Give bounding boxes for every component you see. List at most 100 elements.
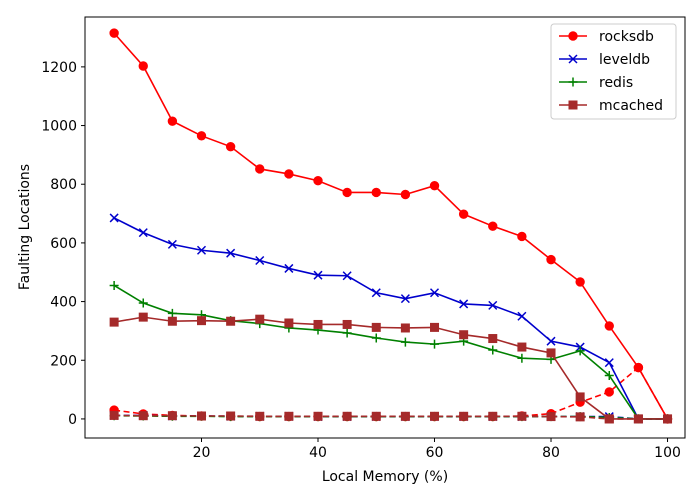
data-point-solid-3-11 <box>430 322 440 332</box>
data-point-solid-3-7 <box>313 319 323 329</box>
data-point-solid-3-17 <box>604 414 614 424</box>
legend-marker-1 <box>568 54 578 64</box>
data-point-solid-1-5 <box>255 255 265 266</box>
x-axis-label: Local Memory (%) <box>322 469 448 485</box>
x-tick-label-80: 80 <box>542 445 560 461</box>
series-solid-3 <box>109 312 673 424</box>
data-point-solid-1-13 <box>488 300 498 310</box>
data-point-solid-1-15 <box>546 336 556 346</box>
data-point-solid-3-0 <box>109 317 119 327</box>
legend-label-3: mcached <box>599 98 663 114</box>
data-point-dashed-3-4 <box>226 411 236 421</box>
data-point-solid-1-2 <box>167 239 177 249</box>
data-point-solid-2-10 <box>400 337 410 347</box>
data-point-solid-1-0 <box>109 213 119 223</box>
data-point-solid-0-5 <box>255 164 265 174</box>
data-point-solid-0-14 <box>517 231 527 242</box>
data-point-solid-3-3 <box>197 316 207 326</box>
data-point-dashed-3-9 <box>371 411 381 421</box>
y-tick-label-1000: 1000 <box>41 119 77 135</box>
x-tick-label-20: 20 <box>193 445 211 461</box>
data-point-solid-3-18 <box>633 414 643 424</box>
series-line-dashed-3 <box>114 414 668 420</box>
data-point-solid-3-19 <box>663 414 673 424</box>
data-point-solid-3-14 <box>517 342 527 352</box>
data-point-solid-0-18 <box>633 362 644 373</box>
data-point-dashed-3-15 <box>546 412 556 422</box>
data-point-solid-3-2 <box>167 316 177 326</box>
data-point-solid-0-6 <box>284 169 294 179</box>
y-axis-label: Faulting Locations <box>17 164 33 290</box>
y-tick-label-1200: 1200 <box>41 60 77 76</box>
data-point-solid-2-13 <box>488 345 498 355</box>
data-point-solid-3-13 <box>488 334 498 344</box>
data-point-solid-2-1 <box>138 298 148 308</box>
data-point-solid-1-7 <box>313 270 323 280</box>
series-solid-0 <box>109 28 673 424</box>
data-point-solid-0-11 <box>429 180 440 191</box>
data-point-solid-0-3 <box>196 131 207 141</box>
data-point-solid-2-8 <box>342 328 352 338</box>
legend-item-3: mcached <box>559 98 663 114</box>
data-point-solid-2-0 <box>109 280 119 290</box>
data-point-solid-0-1 <box>138 61 148 71</box>
x-axis: 20 40 60 80 100 <box>193 438 681 461</box>
data-point-solid-1-9 <box>371 288 381 298</box>
series-layer <box>109 28 673 424</box>
legend-item-0: rocksdb <box>559 29 654 45</box>
y-tick-label-800: 800 <box>50 177 77 193</box>
data-point-solid-0-7 <box>313 176 323 186</box>
data-point-dashed-0-17 <box>604 387 614 397</box>
data-point-dashed-3-10 <box>400 411 410 421</box>
data-point-dashed-3-0 <box>109 410 119 420</box>
series-line-solid-1 <box>113 217 668 420</box>
data-point-solid-0-16 <box>575 277 585 287</box>
legend-item-1: leveldb <box>559 52 650 68</box>
data-point-dashed-3-3 <box>197 411 207 421</box>
data-point-solid-3-8 <box>342 319 352 329</box>
legend-item-2: redis <box>559 75 633 91</box>
data-point-solid-1-8 <box>342 271 352 281</box>
data-point-solid-0-9 <box>371 187 381 198</box>
x-tick-label-40: 40 <box>309 445 327 461</box>
data-point-solid-1-12 <box>459 299 469 309</box>
data-point-solid-3-12 <box>459 330 469 340</box>
data-point-solid-0-0 <box>109 28 119 38</box>
data-point-dashed-3-8 <box>342 411 352 421</box>
data-point-dashed-3-14 <box>517 411 527 421</box>
data-point-solid-1-3 <box>196 245 207 255</box>
data-point-solid-0-8 <box>342 187 352 198</box>
y-tick-label-400: 400 <box>50 295 77 311</box>
data-point-solid-3-5 <box>255 314 265 324</box>
data-point-solid-2-17 <box>604 371 614 381</box>
data-point-solid-0-17 <box>604 321 614 331</box>
data-point-solid-2-2 <box>167 308 177 318</box>
data-point-dashed-3-1 <box>138 411 148 421</box>
data-point-solid-3-1 <box>138 312 148 322</box>
y-axis: 0 200 400 600 800 1000 1200 <box>41 60 85 428</box>
data-point-solid-1-17 <box>604 358 614 368</box>
y-tick-label-600: 600 <box>50 236 77 252</box>
x-tick-label-100: 100 <box>654 445 681 461</box>
x-tick-label-60: 60 <box>426 445 444 461</box>
y-tick-label-0: 0 <box>68 412 77 428</box>
data-point-solid-0-2 <box>167 116 178 126</box>
plot-frame <box>84 16 686 439</box>
data-point-solid-3-10 <box>400 323 410 333</box>
data-point-solid-1-1 <box>138 228 148 238</box>
data-point-solid-2-9 <box>371 333 381 343</box>
data-point-solid-1-11 <box>429 288 440 298</box>
data-point-solid-0-13 <box>488 221 498 231</box>
legend-label-2: redis <box>599 75 633 91</box>
data-point-solid-1-10 <box>400 294 410 304</box>
data-point-solid-3-9 <box>371 322 381 332</box>
data-point-dashed-3-16 <box>575 412 585 422</box>
data-point-solid-0-15 <box>546 254 556 265</box>
data-point-solid-0-12 <box>458 209 469 219</box>
data-point-dashed-3-2 <box>167 411 177 421</box>
series-line-solid-3 <box>113 316 668 420</box>
data-point-solid-0-10 <box>400 189 411 200</box>
data-point-solid-3-6 <box>284 318 294 328</box>
data-point-solid-1-6 <box>284 263 294 273</box>
